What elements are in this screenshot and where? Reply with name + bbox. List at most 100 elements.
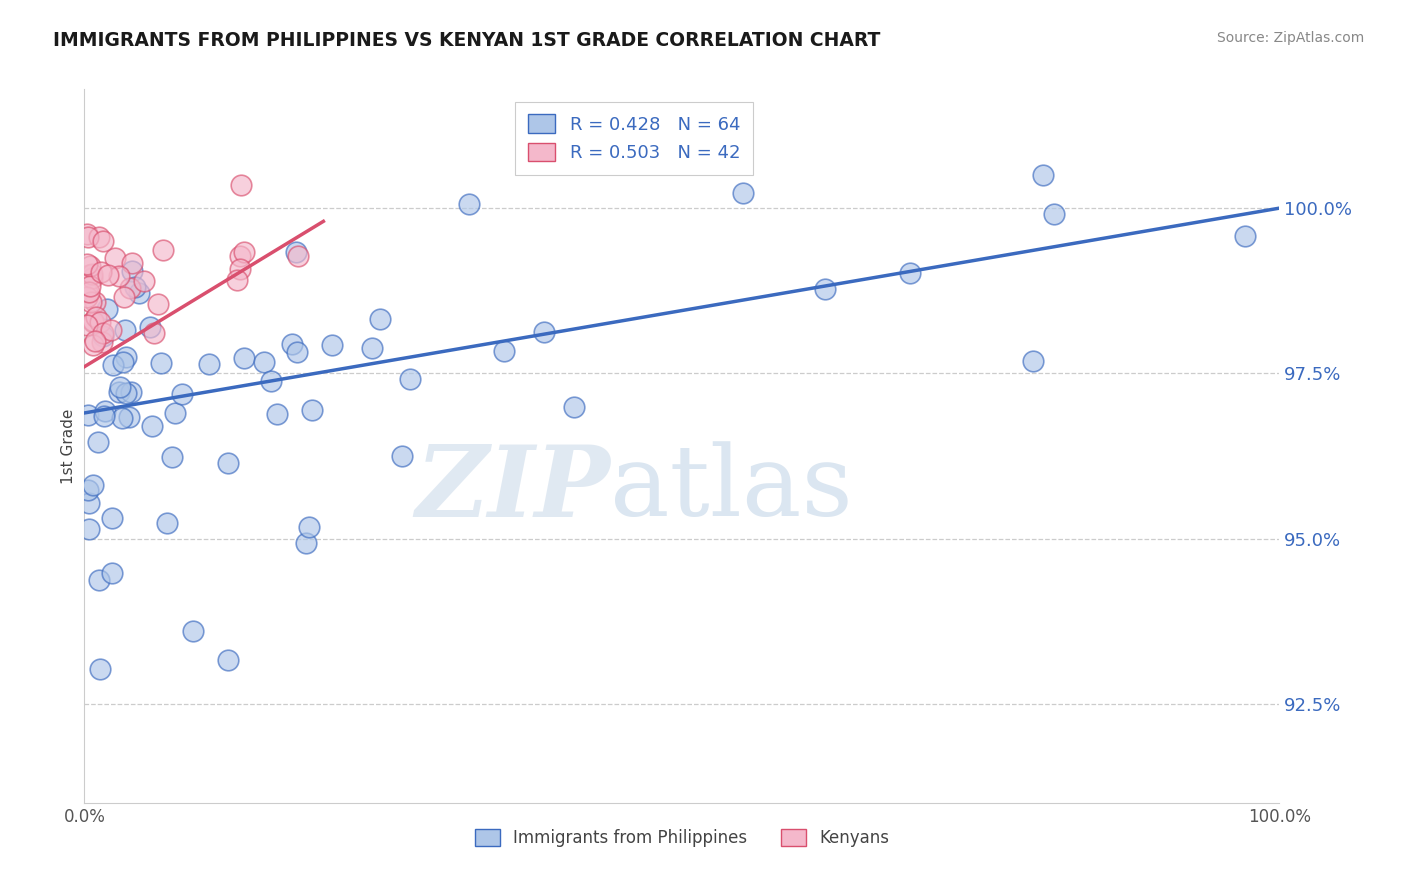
Point: [229, 249, 252, 263]
Point: [114, 351, 136, 365]
Point: [142, 326, 165, 341]
Point: [108, 385, 131, 400]
Point: [266, 407, 288, 421]
Point: [76, 285, 98, 299]
Point: [1022, 354, 1045, 368]
Point: [492, 343, 515, 358]
Point: [898, 266, 921, 280]
Text: Source: ZipAtlas.com: Source: ZipAtlas.com: [1216, 31, 1364, 45]
Point: [112, 354, 135, 368]
Y-axis label: 1st Grade: 1st Grade: [60, 409, 76, 483]
Point: [285, 344, 308, 359]
Point: [731, 186, 754, 201]
Point: [1233, 228, 1256, 243]
Text: IMMIGRANTS FROM PHILIPPINES VS KENYAN 1ST GRADE CORRELATION CHART: IMMIGRANTS FROM PHILIPPINES VS KENYAN 1S…: [53, 31, 880, 50]
Point: [96, 302, 118, 317]
Point: [77, 408, 100, 422]
Point: [152, 243, 174, 257]
Point: [284, 245, 307, 260]
Point: [111, 411, 134, 425]
Point: [252, 355, 274, 369]
Point: [533, 325, 555, 339]
Point: [87, 434, 110, 449]
Point: [91, 329, 114, 343]
Point: [100, 511, 122, 525]
Point: [814, 282, 837, 296]
Point: [458, 197, 481, 211]
Point: [84, 334, 107, 348]
Point: [100, 322, 122, 336]
Point: [1042, 207, 1064, 221]
Point: [115, 386, 138, 401]
Point: [160, 450, 183, 465]
Point: [217, 456, 239, 470]
Point: [104, 251, 127, 265]
Point: [97, 268, 120, 282]
Point: [118, 281, 141, 295]
Point: [101, 358, 124, 372]
Point: [107, 268, 129, 283]
Point: [93, 404, 115, 418]
Point: [163, 406, 186, 420]
Text: ZIP: ZIP: [415, 441, 610, 537]
Point: [80, 271, 103, 285]
Point: [93, 409, 115, 424]
Point: [562, 400, 585, 414]
Point: [141, 419, 163, 434]
Point: [301, 403, 323, 417]
Point: [84, 310, 107, 325]
Text: atlas: atlas: [610, 441, 853, 537]
Point: [226, 273, 249, 287]
Point: [121, 256, 143, 270]
Point: [79, 260, 101, 274]
Point: [112, 290, 135, 304]
Point: [89, 315, 111, 329]
Point: [260, 374, 283, 388]
Point: [91, 234, 114, 248]
Point: [80, 294, 103, 309]
Point: [368, 311, 391, 326]
Point: [77, 496, 100, 510]
Point: [1032, 168, 1054, 182]
Point: [82, 315, 104, 329]
Point: [91, 326, 114, 340]
Point: [117, 409, 139, 424]
Point: [398, 372, 420, 386]
Point: [156, 516, 179, 530]
Point: [233, 351, 256, 365]
Point: [231, 178, 253, 192]
Point: [82, 314, 104, 328]
Point: [82, 338, 104, 352]
Point: [76, 257, 98, 271]
Point: [121, 264, 143, 278]
Point: [146, 297, 169, 311]
Point: [295, 536, 318, 550]
Point: [77, 268, 100, 282]
Point: [198, 357, 221, 371]
Point: [90, 265, 112, 279]
Point: [281, 336, 304, 351]
Point: [233, 245, 256, 260]
Point: [360, 341, 382, 355]
Point: [77, 230, 100, 244]
Point: [139, 319, 162, 334]
Point: [132, 274, 155, 288]
Point: [89, 230, 111, 244]
Point: [128, 285, 150, 300]
Point: [101, 566, 124, 581]
Point: [77, 522, 100, 536]
Point: [91, 334, 114, 349]
Point: [321, 338, 343, 352]
Point: [181, 624, 204, 638]
Point: [79, 278, 101, 293]
Point: [120, 385, 142, 400]
Point: [114, 322, 136, 336]
Point: [76, 227, 98, 241]
Point: [84, 294, 107, 309]
Point: [170, 387, 193, 401]
Legend: Immigrants from Philippines, Kenyans: Immigrants from Philippines, Kenyans: [463, 817, 901, 859]
Point: [87, 573, 110, 587]
Point: [287, 249, 309, 263]
Point: [124, 279, 146, 293]
Point: [82, 477, 104, 491]
